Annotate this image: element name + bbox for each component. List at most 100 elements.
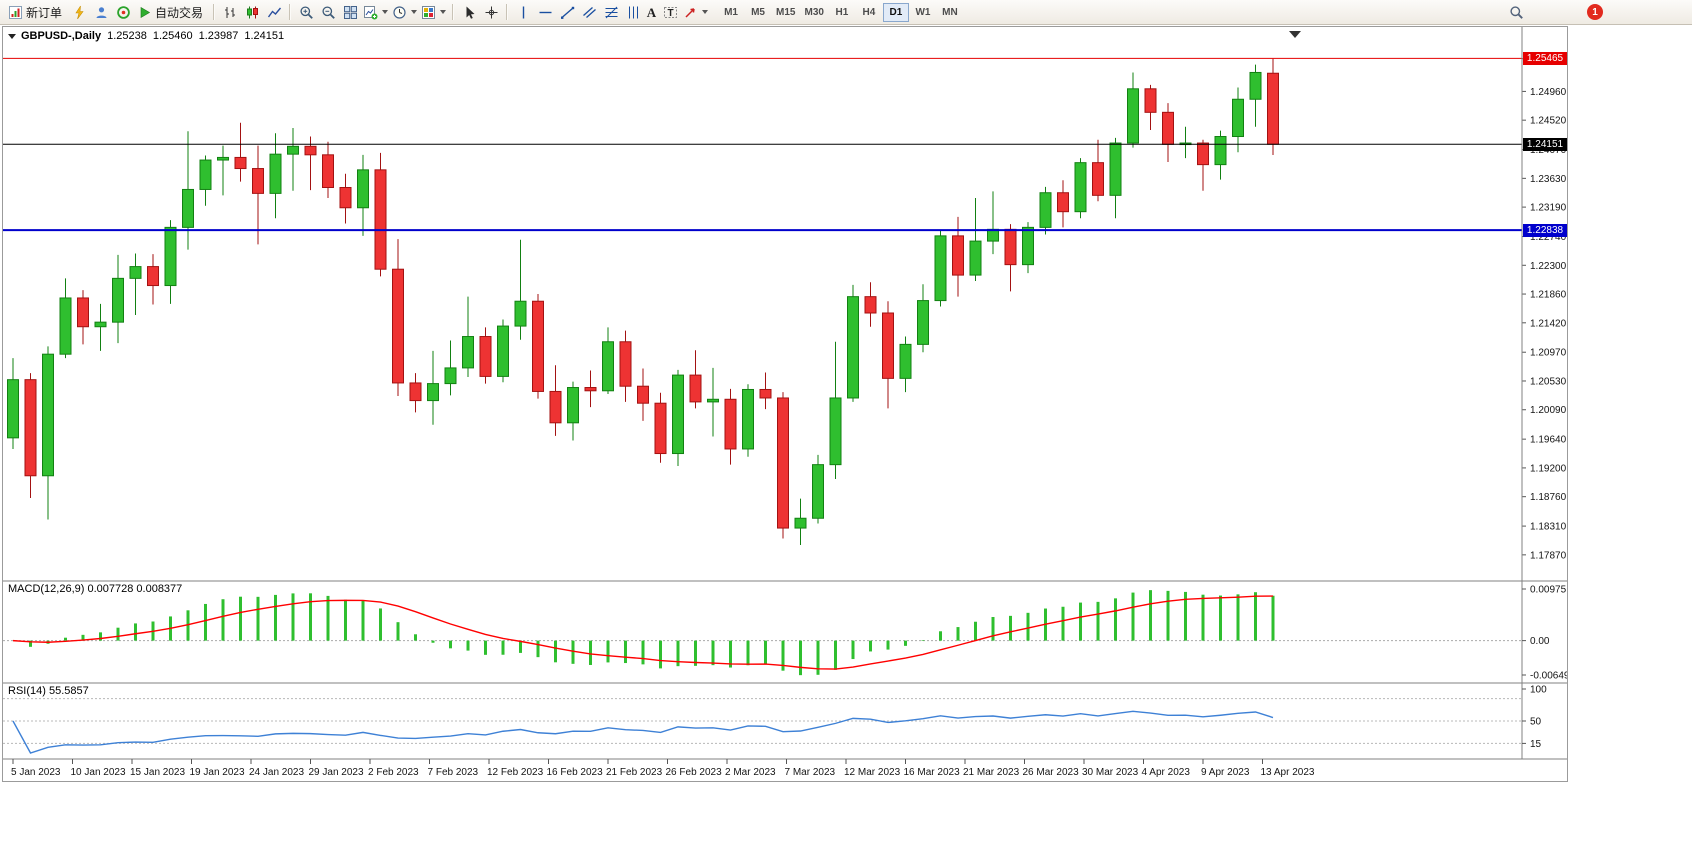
trendline-button[interactable] bbox=[556, 2, 578, 22]
svg-text:12 Mar 2023: 12 Mar 2023 bbox=[844, 767, 901, 778]
timeframe-button-d1[interactable]: D1 bbox=[882, 2, 909, 22]
search-button[interactable] bbox=[1505, 2, 1527, 22]
zoom-in-icon bbox=[299, 5, 313, 19]
chart-title: GBPUSD-,Daily 1.25238 1.25460 1.23987 1.… bbox=[8, 30, 284, 42]
svg-text:21 Mar 2023: 21 Mar 2023 bbox=[963, 767, 1020, 778]
svg-text:29 Jan 2023: 29 Jan 2023 bbox=[309, 767, 364, 778]
svg-text:100: 100 bbox=[1530, 685, 1547, 696]
svg-text:7 Mar 2023: 7 Mar 2023 bbox=[785, 767, 836, 778]
market-watch-icon bbox=[74, 5, 84, 19]
svg-text:2 Feb 2023: 2 Feb 2023 bbox=[368, 767, 419, 778]
timeframe-button-m15[interactable]: M15 bbox=[776, 6, 796, 18]
svg-text:2 Mar 2023: 2 Mar 2023 bbox=[725, 767, 776, 778]
community-button[interactable] bbox=[112, 2, 134, 22]
chart-close-value: 1.24151 bbox=[244, 30, 285, 42]
timeframe-button-mn[interactable]: MN bbox=[942, 6, 958, 18]
svg-text:1.21860: 1.21860 bbox=[1530, 290, 1567, 301]
chart-canvas[interactable]: 1.254601.249601.245201.240701.236301.231… bbox=[3, 27, 1567, 781]
vertical-line-icon bbox=[522, 6, 524, 18]
cursor-icon bbox=[466, 6, 475, 19]
periodicity-button[interactable] bbox=[390, 2, 419, 22]
horizontal-line-button[interactable] bbox=[534, 2, 556, 22]
price-tag: 1.24151 bbox=[1523, 137, 1567, 151]
svg-text:13 Apr 2023: 13 Apr 2023 bbox=[1261, 767, 1315, 778]
vertical-line-button[interactable] bbox=[512, 2, 534, 22]
new-chart-icon bbox=[364, 5, 378, 19]
timeframe-button-m5[interactable]: M5 bbox=[751, 6, 765, 18]
arrows-button[interactable] bbox=[681, 2, 710, 22]
market-watch-button[interactable] bbox=[68, 2, 90, 22]
zoom-out-icon bbox=[321, 5, 335, 19]
timeframe-button-h1[interactable]: H1 bbox=[835, 6, 849, 18]
autotrading-label: 自动交易 bbox=[155, 5, 204, 20]
tile-windows-button[interactable] bbox=[339, 2, 361, 22]
bar-chart-button[interactable] bbox=[219, 2, 241, 22]
svg-text:1.20970: 1.20970 bbox=[1530, 348, 1567, 359]
svg-text:1.24960: 1.24960 bbox=[1530, 87, 1567, 98]
new-chart-button[interactable] bbox=[361, 2, 390, 22]
profile-icon bbox=[96, 6, 107, 18]
zoom-in-button[interactable] bbox=[295, 2, 317, 22]
cycle-lines-icon bbox=[628, 6, 638, 18]
svg-text:T: T bbox=[667, 8, 673, 19]
svg-text:1.19200: 1.19200 bbox=[1530, 463, 1567, 474]
svg-text:50: 50 bbox=[1530, 717, 1542, 728]
cursor-button[interactable] bbox=[458, 2, 480, 22]
rsi-indicator-label: RSI(14) 55.5857 bbox=[8, 685, 89, 697]
svg-text:1.22740: 1.22740 bbox=[1530, 232, 1567, 243]
chart-window[interactable]: 1.254601.249601.245201.240701.236301.231… bbox=[2, 26, 1568, 782]
svg-text:4 Apr 2023: 4 Apr 2023 bbox=[1142, 767, 1191, 778]
price-tag: 1.22838 bbox=[1523, 223, 1567, 237]
candlestick-chart-button[interactable] bbox=[241, 2, 263, 22]
zoom-out-button[interactable] bbox=[317, 2, 339, 22]
svg-text:1.21420: 1.21420 bbox=[1530, 318, 1567, 329]
svg-text:15 Jan 2023: 15 Jan 2023 bbox=[130, 767, 185, 778]
svg-text:1.17870: 1.17870 bbox=[1530, 550, 1567, 561]
timeframe-button-m30[interactable]: M30 bbox=[804, 6, 824, 18]
caret-down-icon bbox=[382, 10, 389, 14]
text-label-button[interactable]: T bbox=[659, 2, 681, 22]
toolbar-separator bbox=[289, 4, 292, 20]
cycle-lines-button[interactable] bbox=[622, 2, 644, 22]
notification-badge[interactable]: 1 bbox=[1587, 4, 1603, 20]
bar-chart-icon bbox=[224, 6, 235, 18]
svg-text:1.23630: 1.23630 bbox=[1530, 174, 1567, 185]
svg-text:21 Feb 2023: 21 Feb 2023 bbox=[606, 767, 663, 778]
crosshair-button[interactable] bbox=[480, 2, 502, 22]
svg-text:5 Jan 2023: 5 Jan 2023 bbox=[11, 767, 61, 778]
profile-button[interactable] bbox=[90, 2, 112, 22]
svg-text:15: 15 bbox=[1530, 739, 1542, 750]
text-button[interactable]: A bbox=[644, 5, 659, 20]
crosshair-icon bbox=[485, 6, 498, 18]
fibonacci-button[interactable] bbox=[600, 2, 622, 22]
templates-icon bbox=[422, 5, 436, 19]
trendline-icon bbox=[560, 6, 574, 19]
line-chart-icon bbox=[267, 7, 281, 17]
chart-open-value: 1.25238 bbox=[107, 30, 147, 42]
timeframe-button-h4[interactable]: H4 bbox=[862, 6, 876, 18]
templates-button[interactable] bbox=[419, 2, 448, 22]
svg-text:1.18310: 1.18310 bbox=[1530, 522, 1567, 533]
timeframe-button-m1[interactable]: M1 bbox=[724, 6, 738, 18]
timeframe-toolbar: M1 M5 M15 M30 H1 H4 D1 W1 MN bbox=[718, 2, 963, 22]
autotrading-button[interactable]: 自动交易 bbox=[134, 2, 209, 22]
chart-high-value: 1.25460 bbox=[152, 30, 193, 42]
timeframe-button-w1[interactable]: W1 bbox=[915, 6, 931, 18]
caret-down-icon bbox=[702, 10, 709, 14]
line-chart-button[interactable] bbox=[263, 2, 285, 22]
new-order-button[interactable]: 新订单 bbox=[5, 2, 68, 22]
text-label-icon: T bbox=[663, 6, 677, 19]
macd-indicator-label: MACD(12,26,9) 0.007728 0.008377 bbox=[8, 583, 183, 595]
new-order-icon bbox=[9, 5, 22, 19]
toolbar-separator bbox=[213, 4, 216, 20]
svg-text:0.00975: 0.00975 bbox=[1530, 585, 1567, 596]
chart-dropdown-icon[interactable] bbox=[8, 33, 16, 39]
channel-icon bbox=[582, 6, 596, 18]
svg-text:16 Feb 2023: 16 Feb 2023 bbox=[547, 767, 604, 778]
svg-text:1.18760: 1.18760 bbox=[1530, 492, 1567, 503]
main-toolbar: 新订单 自动交易 bbox=[0, 0, 1692, 25]
channel-button[interactable] bbox=[578, 2, 600, 22]
svg-text:19 Jan 2023: 19 Jan 2023 bbox=[190, 767, 245, 778]
svg-text:-0.006494: -0.006494 bbox=[1530, 671, 1567, 682]
